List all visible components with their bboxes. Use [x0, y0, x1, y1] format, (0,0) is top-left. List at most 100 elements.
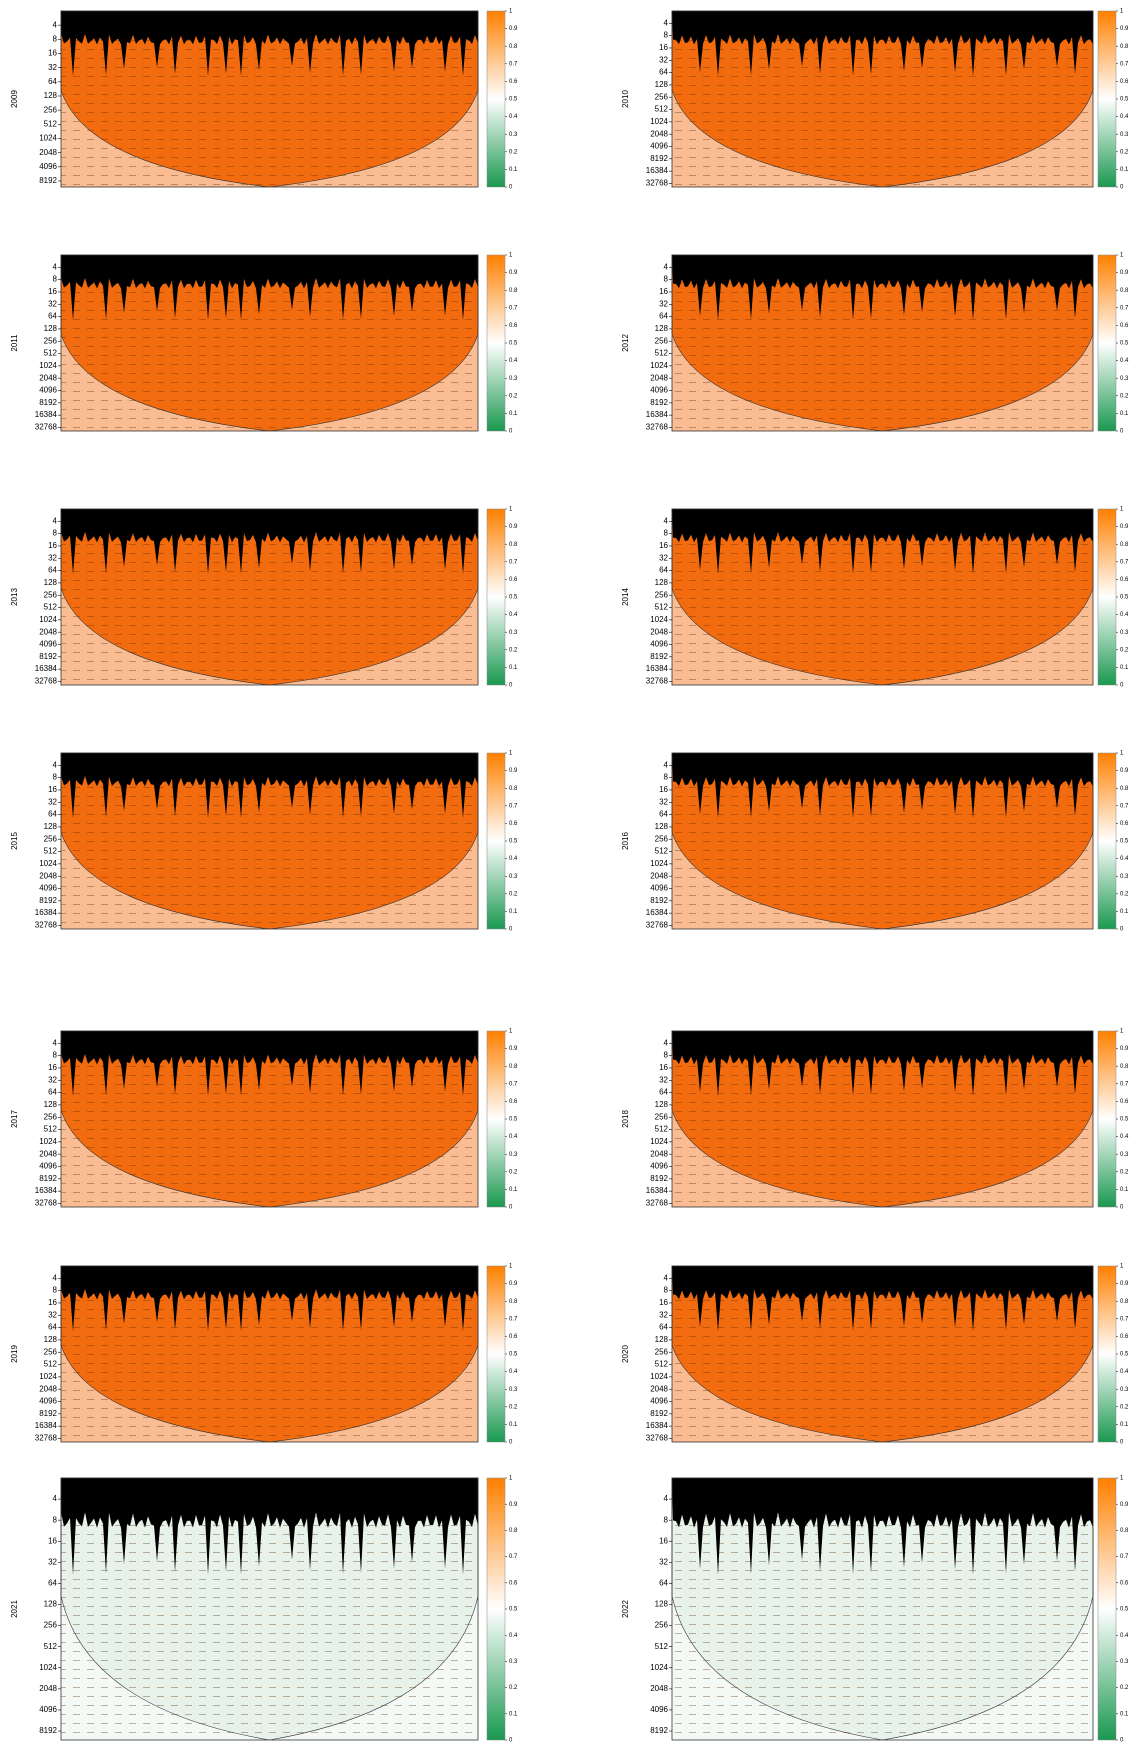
colorbar-tick-label: 0.3 — [1120, 132, 1129, 138]
y-tick-label: 2048 — [650, 871, 668, 880]
colorbar-tick-label: 0.1 — [509, 411, 518, 417]
y-tick-label: 64 — [659, 68, 668, 77]
y-axis-label: 2020 — [621, 1345, 630, 1363]
significance-band — [61, 509, 478, 575]
y-tick-label: 128 — [655, 1600, 669, 1609]
colorbar-tick-label: 0.9 — [1120, 1502, 1129, 1508]
colorbar-tick-label: 0.2 — [509, 1404, 518, 1410]
colorbar-tick-label: 0.8 — [509, 786, 518, 792]
colorbar-tick-label: 0.3 — [509, 874, 518, 880]
y-tick-label: 256 — [655, 834, 669, 843]
y-tick-label: 8192 — [650, 154, 668, 163]
colorbar-tick-label: 0.4 — [509, 1369, 518, 1375]
colorbar-tick-label: 0.4 — [509, 612, 518, 618]
y-axis-label: 2012 — [621, 334, 630, 352]
y-tick-label: 16 — [48, 541, 57, 550]
y-axis-label: 2022 — [621, 1600, 630, 1618]
y-tick-label: 4 — [53, 760, 58, 769]
y-tick-label: 128 — [655, 578, 669, 587]
y-tick-label: 32 — [659, 1075, 668, 1084]
y-tick-label: 2048 — [650, 1149, 668, 1158]
y-tick-label: 8 — [664, 773, 669, 782]
y-tick-label: 1024 — [39, 1372, 57, 1381]
wavelet-panel: 4 8 16 32 64 128 256 512 1024 2048 4096 8192 16384 32… — [10, 751, 518, 933]
y-tick-label: 2048 — [39, 148, 57, 157]
colorbar — [486, 1030, 506, 1208]
colorbar-tick-label: 0.7 — [509, 1081, 518, 1087]
wavelet-panel: 4 8 16 32 64 128 256 512 1024 2048 4096 8192 16384 32… — [10, 1029, 518, 1211]
y-tick-label: 4096 — [39, 1162, 57, 1171]
y-tick-label: 2048 — [39, 1384, 57, 1393]
colorbar-tick-label: 0.1 — [1120, 1187, 1129, 1193]
colorbar-tick-label: 0.7 — [1120, 1316, 1129, 1322]
colorbar-tick-label: 0.6 — [1120, 1580, 1129, 1586]
y-tick-label: 128 — [44, 91, 58, 100]
y-tick-label: 2048 — [39, 627, 57, 636]
colorbar-tick-label: 0.2 — [509, 393, 518, 399]
colorbar-tick-label: 0.3 — [1120, 1659, 1129, 1665]
colorbar-tick-label: 0.9 — [509, 768, 518, 774]
y-tick-label: 2048 — [39, 373, 57, 382]
colorbar-tick-label: 0.2 — [509, 1685, 518, 1691]
colorbar-tick-label: 0.1 — [1120, 665, 1129, 671]
y-tick-label: 32 — [659, 1310, 668, 1319]
colorbar-tick-label: 0 — [1120, 1440, 1124, 1446]
y-tick-label: 32768 — [35, 1199, 58, 1208]
plot-frame — [671, 254, 1094, 432]
y-tick-label: 4096 — [650, 142, 668, 151]
y-tick-label: 64 — [48, 312, 57, 321]
colorbar-tick-label: 0.4 — [1120, 358, 1129, 364]
y-tick-label: 64 — [48, 1579, 57, 1588]
plot-frame — [671, 752, 1094, 930]
y-tick-label: 8 — [53, 773, 58, 782]
colorbar-tick-label: 0.5 — [509, 839, 518, 845]
y-tick-label: 4 — [664, 262, 669, 271]
colorbar-tick-label: 0.7 — [1120, 61, 1129, 67]
y-tick-label: 64 — [659, 566, 668, 575]
y-tick-label: 128 — [655, 324, 669, 333]
y-tick-label: 32 — [48, 63, 57, 72]
colorbar-tick-label: 0.1 — [509, 167, 518, 173]
y-tick-label: 1024 — [650, 615, 668, 624]
significance-band — [672, 509, 1093, 575]
colorbar-tick-label: 0.5 — [509, 341, 518, 347]
y-tick-label: 4 — [664, 760, 669, 769]
y-tick-label: 32768 — [646, 677, 669, 686]
colorbar-tick-label: 0.9 — [509, 26, 518, 32]
significance-band — [61, 11, 478, 77]
y-tick-label: 16384 — [646, 664, 669, 673]
y-tick-label: 16 — [48, 785, 57, 794]
y-axis-label: 2018 — [621, 1110, 630, 1128]
y-tick-label: 512 — [44, 847, 58, 856]
y-tick-label: 16384 — [646, 410, 669, 419]
colorbar-tick-label: 0.4 — [1120, 856, 1129, 862]
colorbar-tick-label: 0.4 — [1120, 114, 1129, 120]
y-tick-label: 8 — [53, 529, 58, 538]
y-tick-label: 64 — [659, 1323, 668, 1332]
colorbar-tick-label: 0.6 — [1120, 821, 1129, 827]
y-tick-label: 4 — [664, 1273, 669, 1282]
colorbar — [1097, 508, 1117, 686]
y-tick-label: 64 — [48, 1088, 57, 1097]
y-tick-label: 1024 — [650, 361, 668, 370]
y-tick-label: 1024 — [39, 615, 57, 624]
colorbar-tick-label: 0.5 — [1120, 1607, 1129, 1613]
wavelet-panel: 4 8 16 32 64 128 256 512 1024 2048 4096 8192 16384 32… — [10, 507, 518, 689]
y-axis-label: 2016 — [621, 832, 630, 850]
y-tick-label: 256 — [44, 834, 58, 843]
colorbar-tick-label: 0.3 — [1120, 1387, 1129, 1393]
y-tick-label: 16384 — [35, 908, 58, 917]
plot-frame — [671, 1030, 1094, 1208]
colorbar-tick-label: 1 — [1120, 507, 1124, 513]
colorbar-tick-label: 0.1 — [1120, 411, 1129, 417]
y-tick-label: 8192 — [39, 398, 57, 407]
colorbar-tick-label: 0.4 — [509, 114, 518, 120]
colorbar-tick-label: 0.2 — [1120, 393, 1129, 399]
y-tick-label: 8192 — [39, 896, 57, 905]
colorbar-tick-label: 1 — [509, 1476, 513, 1482]
colorbar-tick-label: 0.7 — [509, 803, 518, 809]
y-tick-label: 512 — [44, 119, 58, 128]
y-tick-label: 8 — [664, 31, 669, 40]
colorbar-tick-label: 0.7 — [509, 559, 518, 565]
y-tick-label: 2048 — [650, 129, 668, 138]
